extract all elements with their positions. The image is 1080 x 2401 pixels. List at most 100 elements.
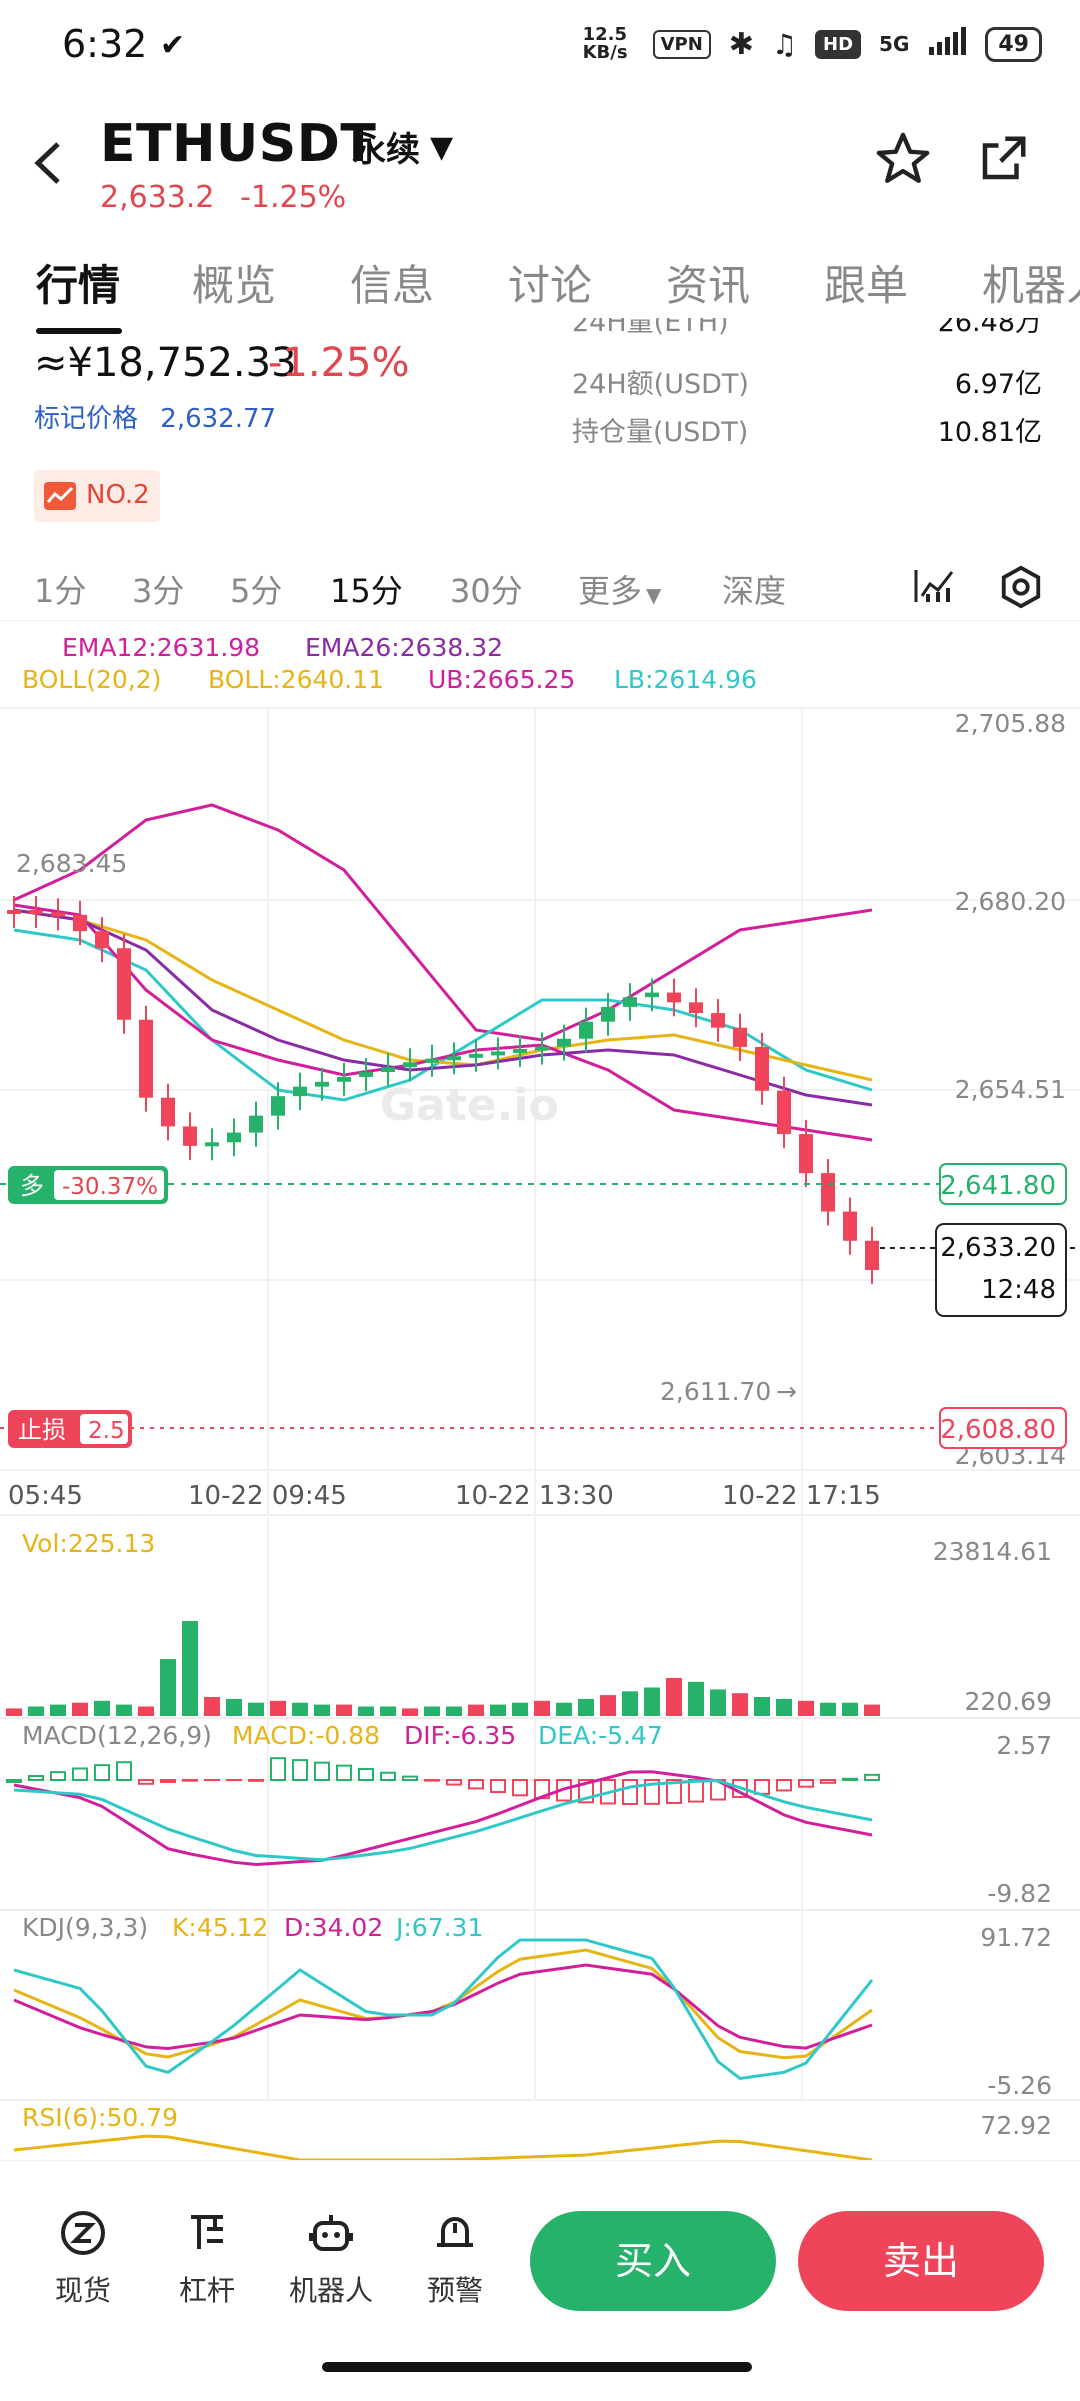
tab-news[interactable]: 资讯 [666, 252, 750, 313]
vol-legend: Vol:225.13 [22, 1529, 155, 1558]
stop-loss-price: 2,608.80 [940, 1415, 1056, 1445]
volume-bar [314, 1705, 330, 1716]
candle-body [469, 1054, 483, 1058]
earbuds-icon: ♫ [772, 28, 797, 61]
stat-value: 26.48万 [938, 318, 1042, 339]
tab-copy-trade[interactable]: 跟单 [824, 252, 908, 313]
buy-button[interactable]: 买入 [530, 2211, 776, 2311]
timeframe-15m[interactable]: 15分 [330, 566, 403, 612]
volume-bar [600, 1695, 616, 1716]
macd-histogram-bar [491, 1780, 505, 1792]
tab-overview[interactable]: 概览 [192, 252, 276, 313]
candle-body [623, 997, 637, 1007]
candle-body [711, 1013, 725, 1028]
indicator-chart-icon[interactable] [912, 566, 956, 610]
kline-chart[interactable]: EMA12:2631.98 EMA26:2638.32 BOLL(20,2) B… [0, 620, 1080, 2160]
volume-bar [776, 1699, 792, 1716]
volume-bar [512, 1703, 528, 1716]
contract-type[interactable]: 永续 [352, 122, 420, 171]
timeframe-more[interactable]: 更多▼ [578, 566, 661, 612]
volume-bar [270, 1701, 286, 1716]
favorite-star-icon[interactable] [874, 130, 932, 192]
battery-level: 49 [985, 27, 1042, 62]
rank-badge[interactable]: NO.2 [34, 470, 160, 522]
volume-bar [490, 1705, 506, 1716]
candle-body [227, 1133, 241, 1143]
vol-max: 23814.61 [933, 1537, 1052, 1566]
volume-bar [50, 1705, 66, 1716]
timeframe-5m[interactable]: 5分 [230, 566, 282, 612]
vpn-badge: VPN [653, 30, 711, 59]
timeframe-depth[interactable]: 深度 [722, 566, 786, 612]
stat-label: 24H量(ETH) [572, 318, 729, 339]
candle-body [843, 1212, 857, 1241]
candle-body [29, 910, 43, 914]
rsi-plot [14, 2136, 872, 2160]
volume-bar [534, 1701, 550, 1716]
volume-bar [798, 1701, 814, 1716]
price-summary: ≈¥18,752.33 -1.25% 标记价格 2,632.77 24H量(ET… [0, 330, 1080, 530]
candle-body [381, 1067, 395, 1072]
y-label-top: 2,705.88 [955, 709, 1066, 738]
candle-body [667, 993, 681, 1003]
hd-badge: HD [815, 30, 861, 59]
kdj-legend: KDJ(9,3,3) [22, 1913, 148, 1942]
candle-body [205, 1142, 219, 1146]
macd-histogram-bar [447, 1780, 461, 1785]
volume-bar [622, 1691, 638, 1716]
candle-body [183, 1126, 197, 1145]
kdj-k-line [14, 1950, 872, 2058]
rank-chart-icon [44, 482, 76, 510]
volume-bar [644, 1688, 660, 1717]
candle-body [733, 1028, 747, 1047]
timeframe-3m[interactable]: 3分 [132, 566, 184, 612]
nav-spot[interactable]: 现货 [28, 2209, 138, 2309]
signal-icon [927, 27, 967, 62]
nav-robot[interactable]: 机器人 [276, 2209, 386, 2309]
macd-histogram-bar [73, 1768, 87, 1780]
volume-bar [204, 1697, 220, 1716]
home-indicator[interactable] [322, 2362, 752, 2372]
macd-histogram-bar [183, 1780, 197, 1781]
volume-bar [710, 1689, 726, 1716]
sell-button[interactable]: 卖出 [798, 2211, 1044, 2311]
macd-histogram-bar [51, 1772, 65, 1780]
share-icon[interactable] [976, 132, 1030, 190]
lb-legend: LB:2614.96 [614, 665, 757, 694]
symbol-dropdown-icon[interactable]: ▼ [430, 130, 453, 165]
mark-price: 标记价格 2,632.77 [34, 398, 276, 435]
x-label-4: 10-22 17:15 [722, 1481, 881, 1511]
symbol-name[interactable]: ETHUSDT [100, 114, 376, 174]
candle-body [755, 1047, 769, 1091]
volume-bar [292, 1703, 308, 1716]
timeframe-1m[interactable]: 1分 [34, 566, 86, 612]
candle-body [337, 1077, 351, 1082]
tab-market[interactable]: 行情 [36, 252, 120, 313]
vol-min: 220.69 [965, 1687, 1052, 1716]
tab-robot[interactable]: 机器人 [982, 252, 1080, 313]
timeframe-30m[interactable]: 30分 [450, 566, 523, 612]
volume-bar [72, 1703, 88, 1716]
macd-histogram-bar [777, 1780, 791, 1790]
volume-bar [160, 1659, 176, 1716]
nav-leverage[interactable]: 杠杆 [152, 2209, 262, 2309]
spot-icon [59, 2209, 107, 2257]
status-right: 12.5 KB/s VPN ✱ ♫ HD 5G 49 [583, 26, 1042, 62]
chart-settings-icon[interactable] [998, 564, 1044, 614]
volume-bar [336, 1705, 352, 1716]
candle-body [645, 993, 659, 998]
macd-histogram-bar [381, 1773, 395, 1780]
candle-body [689, 1002, 703, 1013]
candle-body [777, 1091, 791, 1134]
candle-body [315, 1082, 329, 1087]
kdj-max: 91.72 [980, 1923, 1052, 1952]
candle-body [513, 1049, 527, 1053]
tab-discussion[interactable]: 讨论 [508, 252, 592, 313]
kline-svg[interactable]: EMA12:2631.98 EMA26:2638.32 BOLL(20,2) B… [0, 620, 1080, 2160]
nav-alert[interactable]: 预警 [400, 2209, 510, 2309]
boll-legend: BOLL(20,2) [22, 665, 161, 694]
volume-bar [28, 1707, 44, 1717]
stat-volume: 24H量(ETH) 26.48万 [572, 318, 1042, 342]
tab-info[interactable]: 信息 [350, 252, 434, 313]
back-arrow-icon[interactable] [30, 138, 66, 198]
